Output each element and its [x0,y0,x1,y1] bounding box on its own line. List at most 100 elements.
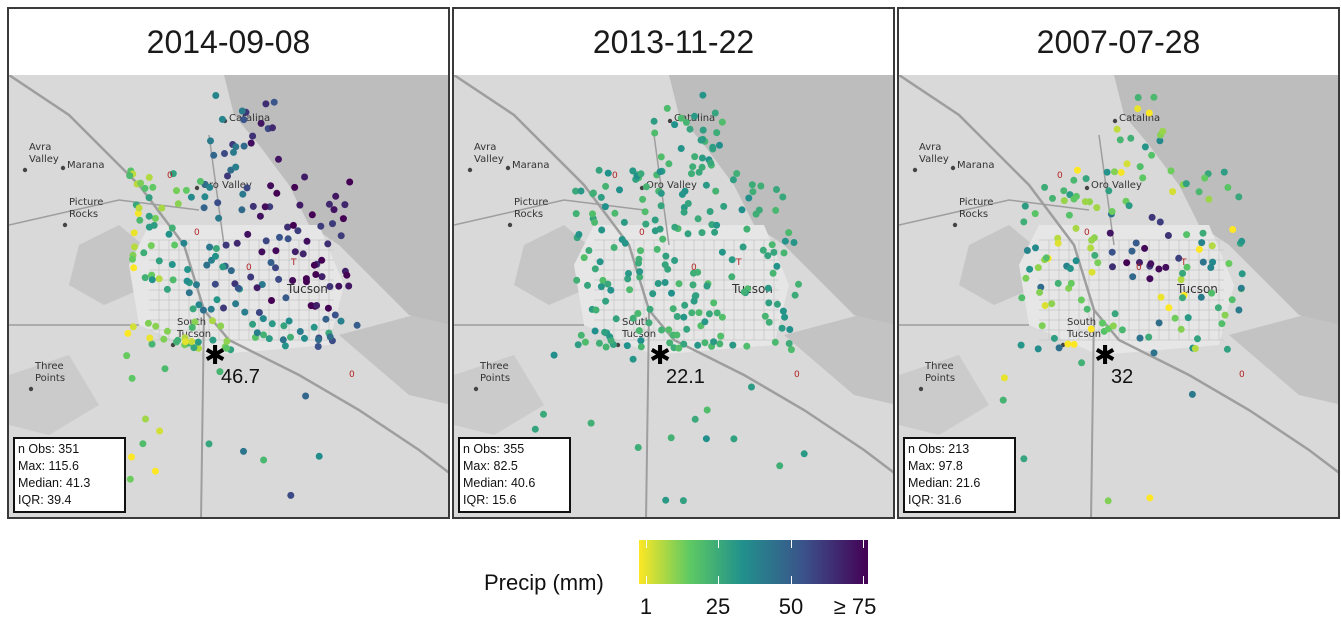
observation-point [772,206,780,214]
observation-point [341,201,349,209]
observation-point [706,208,714,215]
observation-point [1155,319,1163,327]
observation-point [209,336,217,344]
observation-point [232,143,240,151]
observation-point [1150,349,1158,357]
observation-point [1162,263,1170,271]
observation-point [188,338,196,345]
observation-point [540,410,547,418]
observation-point [1118,326,1126,334]
observation-point [215,214,223,222]
observation-point [621,239,629,247]
observation-point [589,210,596,218]
observation-point [190,344,198,352]
observation-point [299,250,307,258]
stat-max: Max: 82.5 [463,459,518,473]
observation-point [201,193,209,201]
observation-point [146,334,154,342]
observation-point [1081,198,1089,206]
observation-point [1117,168,1125,176]
observation-point [1034,345,1042,353]
observation-point [151,467,159,475]
observation-point [1091,251,1099,259]
observation-point [258,281,266,288]
legend-tick-label: 1 [639,594,653,619]
observation-point [680,313,688,321]
observation-point [1018,294,1026,302]
observation-point [1064,340,1072,348]
zero-trace-mark: 0 [1136,263,1142,273]
observation-point [686,125,694,133]
place-label: Catalina [1119,113,1160,124]
observation-point [1156,137,1164,145]
observation-point [1070,340,1078,348]
observation-point [139,440,147,448]
observation-point [682,118,690,126]
observation-point [1054,239,1062,247]
observation-point [1157,293,1165,301]
town-dot [22,167,28,173]
place-label: Picture [514,197,548,208]
observation-point [702,435,710,443]
observation-point [206,243,214,251]
observation-point [1221,311,1229,319]
observation-point [701,339,709,347]
observation-point [729,176,737,184]
observation-point [301,173,309,181]
observation-point [1132,239,1140,247]
place-label: Picture [69,197,103,208]
observation-point [1070,176,1078,184]
observation-point [623,342,631,350]
observation-point [232,300,240,308]
observation-point [144,319,152,327]
observation-point [312,271,320,278]
observation-point [222,241,230,249]
legend-tick-mark [718,576,719,584]
observation-point [268,320,276,328]
observation-point [324,304,332,312]
place-label: Oro Valley [646,180,697,191]
observation-point [1136,334,1144,342]
observation-point [1088,236,1096,244]
observation-point [287,491,295,499]
observation-point [129,255,136,263]
observation-point [1237,284,1245,292]
observation-point [695,309,703,317]
observation-point [637,247,644,255]
observation-point [675,344,683,352]
observation-point [1159,127,1167,135]
observation-point [149,183,157,191]
observation-point [145,194,153,202]
observation-point [620,218,628,226]
observation-point [279,336,287,344]
highway [645,309,650,517]
observation-point [249,320,257,328]
observation-point [604,280,612,288]
observation-point [1201,174,1209,182]
observation-point [749,188,757,196]
panel-date-title: 2014-09-08 [9,9,448,77]
observation-point [191,318,199,326]
legend-tick-mark [863,576,864,584]
town-dot [467,167,473,173]
observation-point [1136,163,1144,171]
observation-point [1065,211,1073,219]
zero-trace-mark: 0 [612,171,618,181]
observation-point [577,331,585,339]
observation-point [697,136,705,144]
observation-point [1083,305,1091,313]
observation-point [230,148,237,156]
observation-point [1134,105,1142,113]
observation-point [1197,293,1205,301]
observation-point [211,280,219,288]
observation-point [285,317,293,325]
place-label: Rocks [959,209,988,220]
observation-point [585,247,593,254]
place-label: Three [479,361,509,372]
observation-point [712,187,720,195]
station-value-label: 46.7 [221,366,260,388]
observation-point [1171,314,1179,322]
place-label: Rocks [69,209,98,220]
observation-point [163,285,171,293]
observation-point [168,224,176,232]
